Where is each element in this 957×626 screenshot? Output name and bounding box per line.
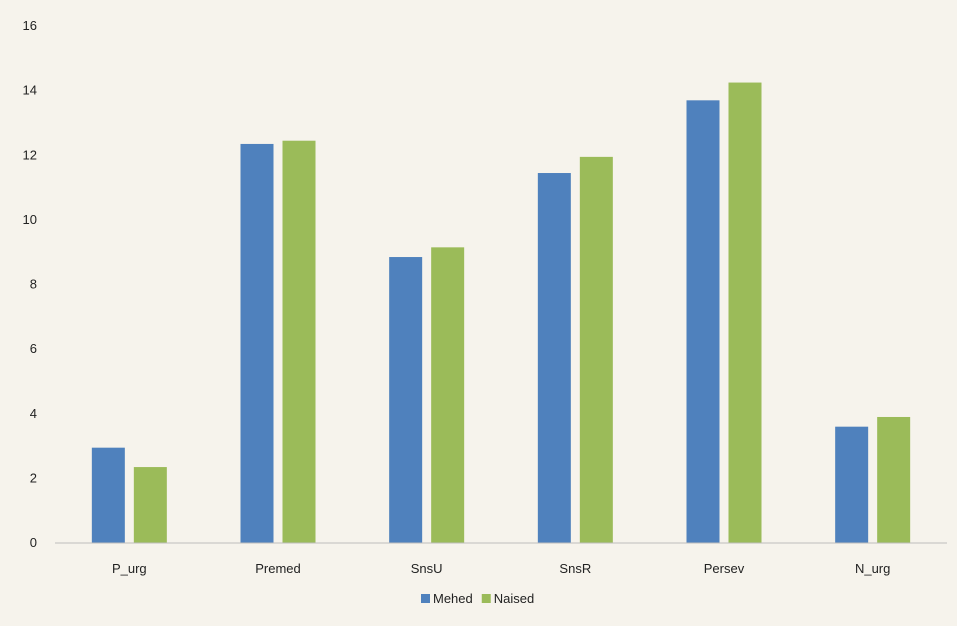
y-tick-label: 2: [30, 470, 37, 485]
bar-mehed-snsu: [389, 257, 422, 543]
y-tick-label: 14: [23, 83, 37, 98]
legend-label-naised: Naised: [494, 591, 534, 606]
legend-label-mehed: Mehed: [433, 591, 473, 606]
bar-naised-snsu: [431, 247, 464, 543]
legend-swatch-mehed: [421, 594, 430, 603]
category-label: N_urg: [855, 561, 890, 576]
category-label: P_urg: [112, 561, 147, 576]
legend-swatch-naised: [482, 594, 491, 603]
y-tick-label: 10: [23, 212, 37, 227]
bar-naised-p_urg: [134, 467, 167, 543]
bar-mehed-snsr: [538, 173, 571, 543]
bar-mehed-premed: [241, 144, 274, 543]
category-label: SnsU: [411, 561, 443, 576]
bar-mehed-n_urg: [835, 427, 868, 543]
bar-naised-premed: [283, 141, 316, 543]
bar-mehed-persev: [687, 100, 720, 543]
y-tick-label: 0: [30, 535, 37, 550]
y-tick-label: 4: [30, 406, 37, 421]
category-label: Premed: [255, 561, 301, 576]
y-tick-label: 12: [23, 147, 37, 162]
bar-naised-n_urg: [877, 417, 910, 543]
bar-naised-persev: [729, 83, 762, 543]
y-tick-label: 6: [30, 341, 37, 356]
y-tick-label: 8: [30, 277, 37, 292]
category-label: Persev: [704, 561, 745, 576]
bar-mehed-p_urg: [92, 448, 125, 543]
bar-naised-snsr: [580, 157, 613, 543]
y-tick-label: 16: [23, 18, 37, 33]
category-label: SnsR: [559, 561, 591, 576]
